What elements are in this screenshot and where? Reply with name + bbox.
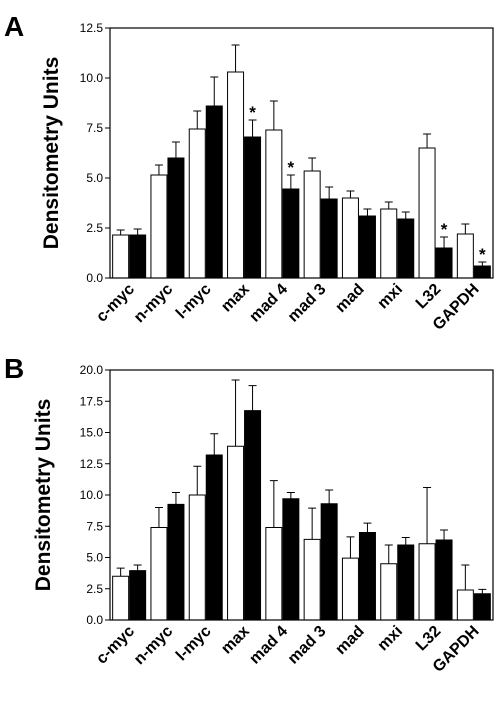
open-bar-l32 <box>418 543 436 621</box>
y-tick-label: 12.5 <box>80 21 104 35</box>
category-label: mxi <box>375 623 407 655</box>
y-axis-label: Densitometry Units <box>32 399 55 592</box>
open-bar-mad <box>341 557 359 621</box>
open-bar-mad-3 <box>303 170 321 279</box>
open-bar-l-myc <box>188 494 206 621</box>
filled-bar-mad-4 <box>282 498 300 621</box>
y-tick-label: 12.5 <box>80 457 104 471</box>
filled-bar-l-myc <box>205 454 223 621</box>
open-bar-c-myc <box>112 575 130 621</box>
filled-bar-mad <box>358 532 376 621</box>
open-bar-gapdh <box>456 589 474 621</box>
panel-letter: A <box>4 11 24 42</box>
category-label: mxi <box>375 281 407 313</box>
category-label: mad <box>332 623 367 658</box>
panel-a: A Densitometry Units 0.0 2.5 5.0 7.5 10.0 12.5 c… <box>4 11 494 334</box>
open-bar-n-myc <box>150 527 168 621</box>
significance-asterisk: * <box>288 158 295 177</box>
category-label: mad 4 <box>246 623 291 668</box>
open-bar-mad-4 <box>265 527 283 621</box>
category-label: mad <box>332 281 367 316</box>
filled-bar-mxi <box>397 218 415 279</box>
panel-b: B Densitometry Units 0.0 2.5 5.0 7.5 10.0 12.5 1… <box>4 353 494 676</box>
y-tick-label: 15.0 <box>80 426 104 440</box>
filled-bar-n-myc <box>167 157 185 279</box>
y-tick-label: 7.5 <box>86 519 103 533</box>
y-tick-label: 2.5 <box>86 582 103 596</box>
plot-frame <box>109 27 494 279</box>
significance-asterisk: * <box>479 245 486 264</box>
category-label: L32 <box>413 623 445 655</box>
open-bar-mad-4 <box>265 129 283 279</box>
filled-bar-c-myc <box>129 570 147 621</box>
y-tick-label: 17.5 <box>80 394 104 408</box>
y-tick-label: 20.0 <box>80 363 104 377</box>
filled-bar-mad-4 <box>282 188 300 279</box>
category-label: mad 3 <box>285 281 330 326</box>
filled-bar-mxi <box>397 544 415 621</box>
significance-asterisk: * <box>441 220 448 239</box>
open-bar-max <box>227 445 245 621</box>
y-tick-label: 0.0 <box>86 271 103 285</box>
category-label: L32 <box>413 281 445 313</box>
filled-bar-max <box>244 136 262 279</box>
filled-bar-l32 <box>435 539 453 621</box>
y-tick-label: 2.5 <box>86 221 103 235</box>
open-bar-mad-3 <box>303 538 321 621</box>
category-label: n-myc <box>131 623 176 668</box>
filled-bar-c-myc <box>129 234 147 279</box>
category-label: mad 4 <box>246 281 291 326</box>
category-label: mad 3 <box>285 623 330 668</box>
category-label: max <box>218 281 253 316</box>
y-tick-label: 7.5 <box>86 121 103 135</box>
filled-bar-gapdh <box>473 265 491 279</box>
open-bar-mxi <box>380 563 398 621</box>
open-bar-l-myc <box>188 128 206 279</box>
category-label: l-myc <box>173 623 215 665</box>
filled-bar-mad <box>358 215 376 279</box>
open-bar-c-myc <box>112 234 130 279</box>
filled-bar-mad-3 <box>320 198 338 279</box>
panel-letter: B <box>4 353 24 384</box>
category-label: c-myc <box>93 281 138 326</box>
filled-bar-mad-3 <box>320 503 338 621</box>
y-tick-label: 5.0 <box>86 171 103 185</box>
filled-bar-n-myc <box>167 503 185 621</box>
open-bar-n-myc <box>150 174 168 279</box>
category-label: l-myc <box>173 281 215 323</box>
y-tick-label: 5.0 <box>86 551 103 565</box>
significance-asterisk: * <box>249 103 256 122</box>
y-tick-label: 10.0 <box>80 71 104 85</box>
filled-bar-l32 <box>435 247 453 279</box>
y-axis-label: Densitometry Units <box>40 57 63 250</box>
filled-bar-l-myc <box>205 105 223 279</box>
category-label: c-myc <box>93 623 138 668</box>
category-label: n-myc <box>131 281 176 326</box>
open-bar-l32 <box>418 147 436 279</box>
y-tick-label: 0.0 <box>86 613 103 627</box>
filled-bar-max <box>244 410 262 621</box>
open-bar-mad <box>341 197 359 279</box>
open-bar-gapdh <box>456 233 474 279</box>
open-bar-mxi <box>380 208 398 279</box>
category-label: max <box>218 623 253 658</box>
y-tick-label: 10.0 <box>80 488 104 502</box>
open-bar-max <box>227 71 245 279</box>
filled-bar-gapdh <box>473 593 491 621</box>
plot-frame <box>109 369 494 621</box>
